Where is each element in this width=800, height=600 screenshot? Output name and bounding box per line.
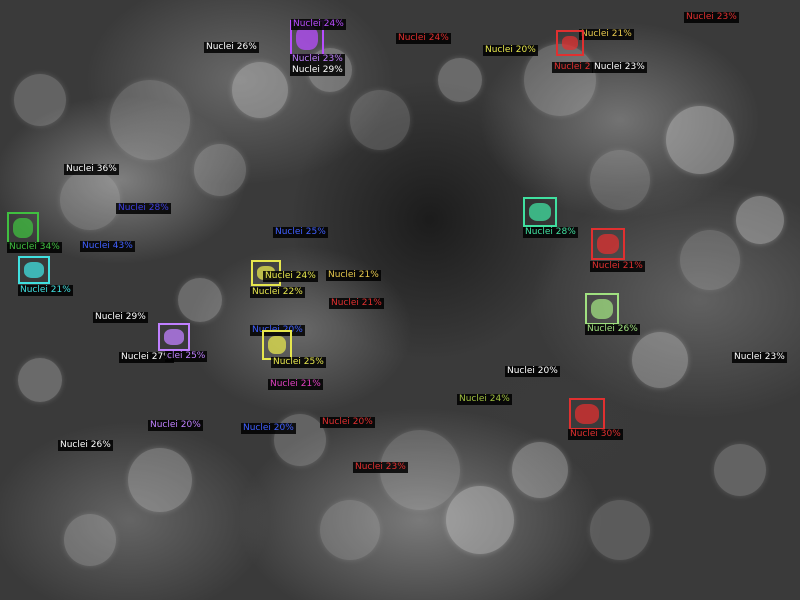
detection-box: [591, 228, 625, 260]
detection-label: Nuclei 2: [552, 62, 593, 73]
detection-label: Nuclei 34%: [7, 242, 62, 253]
detection-label: Nuclei 43%: [80, 241, 135, 252]
detection-label: Nuclei 21%: [590, 261, 645, 272]
detection-label: Nuclei 21%: [326, 270, 381, 281]
detection-label: Nuclei 27%: [119, 352, 174, 363]
detection-label: Nuclei 21%: [268, 379, 323, 390]
detection-label: clei 25%: [165, 351, 208, 362]
detection-mask: [164, 329, 184, 345]
detection-label: Nuclei 21%: [18, 285, 73, 296]
detection-mask: [529, 203, 551, 221]
cell-blob: [110, 80, 190, 160]
detection-label: Nuclei 20%: [483, 45, 538, 56]
cell-blob: [60, 170, 120, 230]
cell-blob: [714, 444, 766, 496]
cell-blob: [64, 514, 116, 566]
detection-mask: [13, 218, 33, 238]
detection-mask: [591, 299, 613, 319]
detection-label: Nuclei 24%: [263, 271, 318, 282]
detection-label: Nuclei 23%: [684, 12, 739, 23]
detection-label: Nuclei 22%: [250, 287, 305, 298]
detection-label: Nuclei 21%: [329, 298, 384, 309]
detection-label: Nuclei 20%: [505, 366, 560, 377]
cell-blob: [320, 500, 380, 560]
detection-box: [158, 323, 190, 351]
detection-label: Nuclei 21%: [579, 29, 634, 40]
detection-label: Nuclei 24%: [291, 19, 346, 30]
detection-label: Nuclei 28%: [116, 203, 171, 214]
detection-label: Nuclei 23%: [290, 54, 345, 65]
detection-mask: [597, 234, 619, 254]
cell-blob: [524, 44, 596, 116]
detection-label: Nuclei 26%: [204, 42, 259, 53]
detection-mask: [575, 404, 599, 424]
detection-label: Nuclei 36%: [64, 164, 119, 175]
detection-box: [18, 256, 50, 284]
detection-mask: [562, 36, 578, 50]
detection-label: Nuclei 26%: [58, 440, 113, 451]
detection-label: Nuclei 30%: [568, 429, 623, 440]
detection-box: [523, 197, 557, 227]
detection-label: Nuclei 29%: [93, 312, 148, 323]
detection-label: Nuclei 20%: [148, 420, 203, 431]
cell-blob: [680, 230, 740, 290]
detection-mask: [24, 262, 44, 278]
cell-blob: [178, 278, 222, 322]
cell-blob: [666, 106, 734, 174]
detection-label: Nuclei 20%: [320, 417, 375, 428]
detection-label: Nuclei 23%: [732, 352, 787, 363]
detection-label: Nuclei 23%: [592, 62, 647, 73]
cell-blob: [194, 144, 246, 196]
cell-blob: [736, 196, 784, 244]
detection-mask: [268, 336, 286, 354]
detection-box: [556, 30, 584, 56]
detection-label: Nuclei 29%: [290, 65, 345, 76]
detection-label: Nuclei 25%: [271, 357, 326, 368]
detection-label: Nuclei 23%: [353, 462, 408, 473]
cell-blob: [512, 442, 568, 498]
cell-blob: [128, 448, 192, 512]
cell-blob: [14, 74, 66, 126]
detection-mask: [296, 26, 318, 50]
cell-blob: [274, 414, 326, 466]
cell-blob: [590, 150, 650, 210]
cell-blob: [232, 62, 288, 118]
cell-blob: [446, 486, 514, 554]
detection-label: Nuclei 26%: [585, 324, 640, 335]
cell-blob: [590, 500, 650, 560]
detection-label: Nuclei 25%: [273, 227, 328, 238]
cell-blob: [350, 90, 410, 150]
cell-blob: [438, 58, 482, 102]
detection-label: Nuclei 20%: [241, 423, 296, 434]
detection-label: Nuclei 24%: [457, 394, 512, 405]
detection-label: Nuclei 28%: [523, 227, 578, 238]
cell-blob: [18, 358, 62, 402]
detection-label: Nuclei 24%: [396, 33, 451, 44]
cell-blob: [632, 332, 688, 388]
